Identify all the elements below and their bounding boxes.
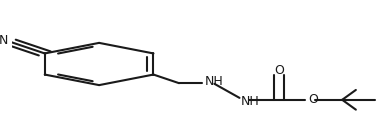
Text: NH: NH xyxy=(205,75,223,88)
Text: O: O xyxy=(274,64,284,77)
Text: NH: NH xyxy=(240,95,259,108)
Text: N: N xyxy=(0,34,7,47)
Text: O: O xyxy=(308,93,318,106)
